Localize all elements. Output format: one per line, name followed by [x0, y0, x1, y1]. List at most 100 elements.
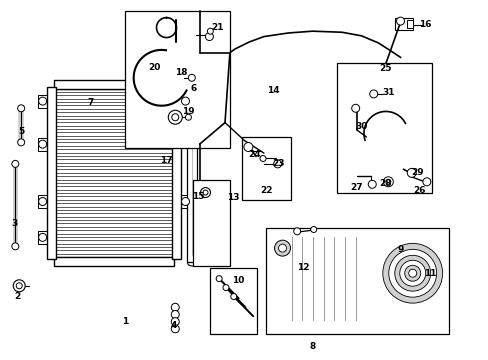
- Circle shape: [171, 310, 179, 319]
- Polygon shape: [181, 195, 189, 208]
- Text: 24: 24: [247, 150, 260, 159]
- Text: 3: 3: [11, 219, 18, 228]
- Bar: [395, 18, 412, 30]
- Circle shape: [185, 114, 191, 120]
- Text: 11: 11: [423, 269, 435, 278]
- Circle shape: [394, 255, 430, 291]
- Circle shape: [16, 283, 22, 289]
- Circle shape: [367, 180, 375, 188]
- Circle shape: [39, 233, 46, 241]
- Text: 23: 23: [272, 159, 285, 168]
- Text: 20: 20: [148, 63, 160, 72]
- Circle shape: [396, 17, 404, 25]
- Circle shape: [216, 276, 222, 282]
- Text: 18: 18: [175, 68, 187, 77]
- Circle shape: [293, 228, 300, 235]
- Circle shape: [39, 198, 46, 206]
- Text: 8: 8: [309, 342, 315, 351]
- Polygon shape: [266, 228, 448, 334]
- Polygon shape: [38, 195, 47, 208]
- Circle shape: [278, 244, 286, 252]
- Circle shape: [207, 28, 213, 34]
- Polygon shape: [54, 257, 173, 266]
- Circle shape: [181, 97, 189, 105]
- Circle shape: [12, 160, 19, 167]
- Circle shape: [18, 105, 24, 112]
- Polygon shape: [125, 12, 229, 148]
- Circle shape: [407, 168, 415, 177]
- Text: 27: 27: [349, 183, 362, 192]
- Polygon shape: [47, 87, 56, 259]
- Circle shape: [205, 32, 213, 41]
- Circle shape: [223, 285, 228, 291]
- Circle shape: [388, 249, 436, 297]
- Circle shape: [168, 110, 182, 124]
- Text: 31: 31: [381, 87, 394, 96]
- Text: 9: 9: [397, 246, 403, 255]
- Circle shape: [273, 160, 281, 168]
- Text: 13: 13: [227, 193, 240, 202]
- Circle shape: [18, 139, 24, 146]
- Text: 26: 26: [412, 186, 425, 195]
- Circle shape: [171, 318, 179, 326]
- Circle shape: [260, 156, 265, 162]
- Text: 15: 15: [191, 192, 204, 201]
- Text: 16: 16: [418, 19, 430, 28]
- Text: 19: 19: [182, 107, 194, 116]
- Text: 5: 5: [18, 127, 24, 136]
- Polygon shape: [281, 237, 366, 320]
- Text: 1: 1: [122, 317, 128, 326]
- Circle shape: [399, 260, 425, 286]
- Circle shape: [39, 97, 46, 105]
- Ellipse shape: [187, 80, 197, 87]
- Polygon shape: [336, 63, 431, 193]
- Polygon shape: [242, 137, 290, 200]
- Text: 10: 10: [232, 276, 244, 285]
- Polygon shape: [38, 95, 47, 108]
- Polygon shape: [193, 180, 229, 266]
- Text: 21: 21: [211, 23, 224, 32]
- Polygon shape: [210, 268, 256, 334]
- Circle shape: [200, 188, 210, 198]
- Text: 17: 17: [160, 156, 172, 165]
- Text: 30: 30: [355, 122, 367, 131]
- Circle shape: [385, 179, 390, 184]
- Ellipse shape: [187, 259, 197, 266]
- Polygon shape: [38, 231, 47, 244]
- Circle shape: [404, 265, 420, 281]
- Circle shape: [422, 178, 430, 186]
- Text: 7: 7: [87, 98, 94, 107]
- Circle shape: [383, 177, 392, 187]
- Polygon shape: [54, 80, 173, 89]
- Circle shape: [244, 143, 252, 152]
- Ellipse shape: [207, 196, 215, 236]
- Circle shape: [203, 190, 207, 195]
- Text: 28: 28: [379, 179, 391, 188]
- Text: 4: 4: [170, 321, 177, 330]
- Circle shape: [369, 90, 377, 98]
- Text: 29: 29: [410, 168, 423, 177]
- Text: 14: 14: [267, 86, 280, 95]
- Circle shape: [12, 243, 19, 250]
- Polygon shape: [54, 89, 173, 257]
- Polygon shape: [172, 87, 181, 259]
- Circle shape: [351, 104, 359, 112]
- Circle shape: [310, 226, 316, 233]
- Circle shape: [171, 114, 179, 121]
- Text: 12: 12: [296, 264, 308, 273]
- Circle shape: [39, 140, 46, 148]
- Text: 22: 22: [260, 186, 272, 195]
- Circle shape: [188, 74, 195, 81]
- Polygon shape: [181, 95, 189, 108]
- Text: 6: 6: [190, 84, 196, 93]
- Circle shape: [382, 243, 442, 303]
- Circle shape: [408, 269, 416, 277]
- Circle shape: [230, 293, 236, 300]
- Polygon shape: [187, 83, 197, 262]
- Text: 25: 25: [379, 64, 391, 73]
- Circle shape: [171, 325, 179, 333]
- Text: 2: 2: [15, 292, 21, 301]
- Circle shape: [274, 240, 290, 256]
- Bar: [407, 20, 412, 28]
- Circle shape: [181, 198, 189, 206]
